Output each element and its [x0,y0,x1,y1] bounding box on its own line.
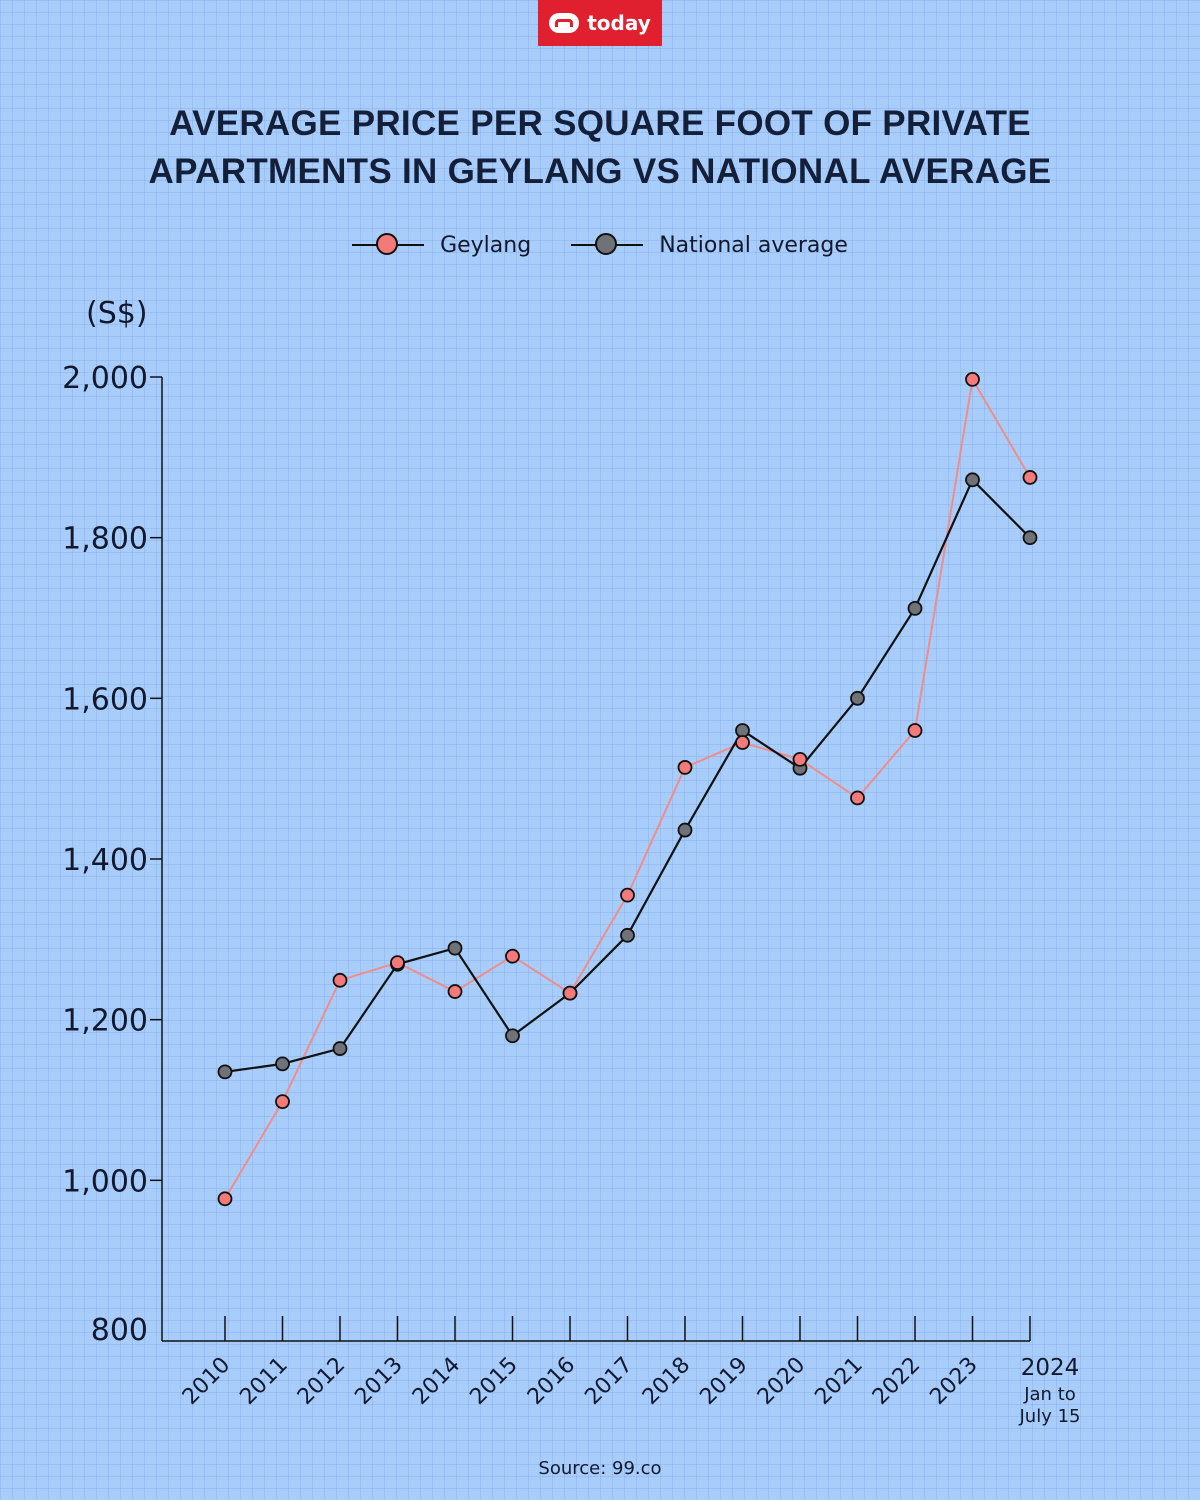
x-tick-label: 2011 [235,1353,292,1410]
logo-mark-icon [549,13,580,33]
y-tick-label: 1,200 [62,1004,148,1039]
x-tick-label: 2024 [1021,1355,1080,1381]
point-geylang [332,972,348,988]
point-national [275,1056,290,1072]
x-tick-label: 2013 [350,1353,407,1410]
x-tick-label: 2021 [810,1353,867,1410]
y-tick-label: 1,400 [62,843,148,878]
x-tick-label: 2014 [408,1353,465,1410]
x-tick-label: 2015 [465,1353,522,1410]
point-geylang [850,790,865,806]
point-national [332,1041,348,1056]
chart-title: AVERAGE PRICE PER SQUARE FOOT OF PRIVATE… [0,100,1200,196]
point-geylang [792,751,808,767]
legend-geylang-marker-icon [352,232,425,258]
x-tick-label: 2019 [695,1353,752,1410]
legend-item-geylang: Geylang [352,232,531,258]
point-national [505,1028,520,1044]
x-tick-note: Jan to [1023,1384,1076,1405]
point-geylang [562,985,578,1001]
chart-title-line-2: APARTMENTS IN GEYLANG VS NATIONAL AVERAG… [148,152,1052,191]
legend-geylang-dot [376,233,399,255]
point-geylang [620,887,635,903]
legend-geylang-label: Geylang [440,232,532,258]
y-tick-label: 1,000 [62,1164,148,1199]
series-line-geylang [224,378,1031,1200]
point-national [620,927,635,943]
legend-national-label: National average [659,232,848,258]
point-geylang [735,735,750,750]
point-national [965,472,980,488]
x-tick-label: 2018 [638,1353,695,1410]
y-tick-label: 1,800 [62,522,148,557]
point-geylang [965,372,980,387]
source-note: Source: 99.co [538,1458,662,1479]
y-tick-label: 1,600 [62,682,148,717]
legend-item-national: National average [571,232,848,258]
point-geylang [447,984,463,999]
legend-national-marker-icon [571,232,644,258]
y-tick-label: 800 [91,1313,148,1348]
x-tick-label: 2012 [293,1353,350,1410]
point-national [907,600,923,616]
legend-national-dot [595,233,618,255]
legend: Geylang National average [0,232,1200,258]
x-tick-label: 2016 [523,1353,580,1410]
point-national [217,1064,233,1080]
point-national [447,940,463,956]
point-national [677,822,693,838]
point-national [735,723,750,738]
point-geylang [275,1094,290,1110]
x-tick-label: 2023 [925,1353,982,1410]
point-geylang [677,760,693,775]
brand-name: today [587,11,651,35]
point-geylang [217,1191,233,1207]
x-tick-label: 2022 [868,1353,925,1410]
y-axis-unit-label: (S$) [86,296,148,331]
point-geylang [907,723,923,738]
y-tick-label: 2,000 [62,361,148,396]
x-tick-label: 2020 [753,1353,810,1410]
point-geylang [1022,470,1038,485]
x-tick-note: July 15 [1019,1406,1081,1427]
point-national [1022,530,1038,546]
point-geylang [505,948,520,964]
x-tick-label: 2010 [178,1353,235,1410]
point-geylang [390,955,405,971]
chart-title-line-1: AVERAGE PRICE PER SQUARE FOOT OF PRIVATE [169,104,1031,143]
brand-logo: today [538,0,662,46]
point-national [850,690,865,706]
x-tick-label: 2017 [580,1353,637,1410]
